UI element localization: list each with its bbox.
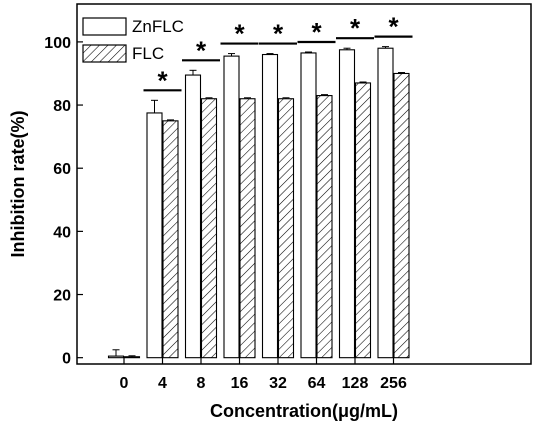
- x-tick-label: 64: [308, 375, 326, 392]
- bar-znflc: [184, 74, 202, 359]
- bar-znflc: [146, 112, 163, 359]
- significance-markers: * * * * * * *: [143, 12, 413, 95]
- significance-star: *: [273, 19, 284, 49]
- bar-flc: [239, 98, 256, 359]
- bar-flc: [200, 98, 218, 359]
- x-tick-label: 32: [269, 375, 287, 392]
- bar-flc: [277, 98, 295, 359]
- bar-znflc: [261, 53, 279, 359]
- y-axis: 0 20 40 60 80 100: [44, 35, 83, 368]
- significance-star: *: [311, 17, 322, 47]
- bar-znflc: [300, 52, 317, 359]
- y-tick-label: 20: [53, 288, 71, 305]
- bar-flc: [393, 72, 410, 359]
- x-tick-label: 256: [380, 375, 407, 392]
- bar-flc: [354, 82, 372, 359]
- y-tick-label: 80: [53, 98, 71, 115]
- bars: [107, 46, 410, 359]
- bar-znflc: [107, 355, 125, 359]
- x-tick-label: 16: [231, 375, 249, 392]
- bar-znflc: [377, 47, 394, 359]
- y-tick-label: 100: [44, 35, 71, 52]
- legend-swatch-flc: [82, 44, 127, 63]
- legend: ZnFLC FLC: [82, 17, 184, 63]
- bar-znflc: [223, 55, 240, 359]
- significance-star: *: [234, 19, 245, 49]
- significance-star: *: [350, 13, 361, 43]
- y-tick-label: 0: [62, 351, 71, 368]
- significance-star: *: [196, 35, 207, 65]
- bar-flc: [162, 120, 179, 359]
- significance-star: *: [157, 65, 168, 95]
- x-tick-label: 8: [197, 375, 206, 392]
- bar-znflc: [338, 49, 356, 359]
- legend-label-flc: FLC: [132, 44, 164, 63]
- bar-flc: [316, 95, 333, 359]
- y-tick-label: 60: [53, 161, 71, 178]
- bar-flc: [123, 356, 141, 359]
- legend-swatch-znflc: [82, 17, 127, 36]
- legend-label-znflc: ZnFLC: [132, 17, 184, 36]
- x-tick-label: 0: [120, 375, 129, 392]
- x-tick-label: 128: [342, 375, 369, 392]
- significance-star: *: [388, 12, 399, 42]
- y-axis-title: Inhibition rate(%): [8, 111, 28, 258]
- x-tick-label: 4: [158, 375, 167, 392]
- x-axis-title: Concentration(μg/mL): [210, 401, 398, 421]
- x-axis: 0 4 8 16 32 64 128 256: [120, 358, 407, 392]
- plot-frame: [76, 3, 532, 365]
- y-tick-label: 40: [53, 224, 71, 241]
